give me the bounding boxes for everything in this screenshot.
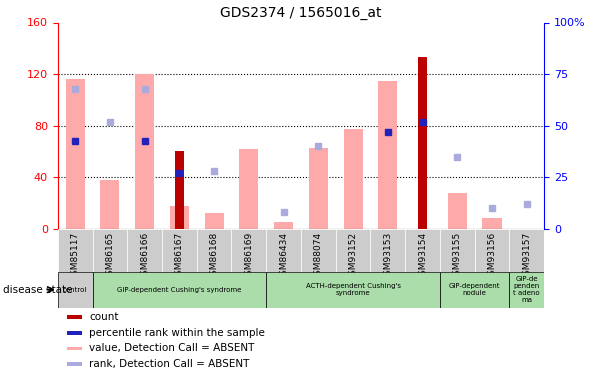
Bar bbox=[344, 129, 362, 229]
Bar bbox=[370, 229, 405, 272]
Bar bbox=[483, 218, 502, 229]
Text: percentile rank within the sample: percentile rank within the sample bbox=[89, 328, 265, 338]
Bar bbox=[266, 272, 440, 308]
Bar bbox=[100, 180, 119, 229]
Text: GSM88074: GSM88074 bbox=[314, 232, 323, 281]
Bar bbox=[162, 229, 197, 272]
Text: GSM93152: GSM93152 bbox=[348, 232, 358, 281]
Text: count: count bbox=[89, 312, 119, 322]
Bar bbox=[510, 272, 544, 308]
Text: GSM86167: GSM86167 bbox=[175, 232, 184, 282]
Bar bbox=[92, 272, 266, 308]
Bar bbox=[67, 362, 82, 366]
Bar bbox=[274, 222, 293, 229]
Text: GSM93155: GSM93155 bbox=[453, 232, 462, 282]
Bar bbox=[440, 272, 510, 308]
Bar bbox=[58, 272, 92, 308]
Text: rank, Detection Call = ABSENT: rank, Detection Call = ABSENT bbox=[89, 359, 250, 369]
Text: value, Detection Call = ABSENT: value, Detection Call = ABSENT bbox=[89, 344, 255, 354]
Text: GIP-dependent
nodule: GIP-dependent nodule bbox=[449, 283, 500, 296]
Bar bbox=[204, 213, 224, 229]
Bar bbox=[447, 193, 467, 229]
Bar bbox=[175, 152, 184, 229]
Text: GSM85117: GSM85117 bbox=[71, 232, 80, 282]
Title: GDS2374 / 1565016_at: GDS2374 / 1565016_at bbox=[220, 6, 382, 20]
Bar bbox=[92, 229, 127, 272]
Bar bbox=[475, 229, 510, 272]
Text: ACTH-dependent Cushing's
syndrome: ACTH-dependent Cushing's syndrome bbox=[306, 283, 401, 296]
Text: GSM93154: GSM93154 bbox=[418, 232, 427, 281]
Bar bbox=[440, 229, 475, 272]
Bar bbox=[170, 206, 189, 229]
Text: control: control bbox=[63, 286, 88, 292]
Bar bbox=[66, 79, 85, 229]
Text: GIP-dependent Cushing's syndrome: GIP-dependent Cushing's syndrome bbox=[117, 286, 241, 292]
Bar bbox=[510, 229, 544, 272]
Bar bbox=[67, 331, 82, 334]
Text: GSM86165: GSM86165 bbox=[105, 232, 114, 282]
Text: GSM86434: GSM86434 bbox=[279, 232, 288, 281]
Bar bbox=[301, 229, 336, 272]
Text: GSM93153: GSM93153 bbox=[383, 232, 392, 282]
Bar bbox=[336, 229, 370, 272]
Bar bbox=[266, 229, 301, 272]
Bar bbox=[232, 229, 266, 272]
Text: GIP-de
penden
t adeno
ma: GIP-de penden t adeno ma bbox=[514, 276, 540, 303]
Bar bbox=[67, 315, 82, 319]
Bar bbox=[58, 229, 92, 272]
Text: GSM93157: GSM93157 bbox=[522, 232, 531, 282]
Text: GSM93156: GSM93156 bbox=[488, 232, 497, 282]
Bar bbox=[378, 81, 398, 229]
Bar bbox=[197, 229, 232, 272]
Bar bbox=[127, 229, 162, 272]
Text: GSM86168: GSM86168 bbox=[210, 232, 219, 282]
Bar bbox=[418, 57, 427, 229]
Bar bbox=[240, 149, 258, 229]
Bar bbox=[405, 229, 440, 272]
Bar bbox=[67, 346, 82, 350]
Text: disease state: disease state bbox=[3, 285, 72, 295]
Text: GSM86169: GSM86169 bbox=[244, 232, 254, 282]
Bar bbox=[135, 74, 154, 229]
Text: GSM86166: GSM86166 bbox=[140, 232, 149, 282]
Bar bbox=[309, 147, 328, 229]
